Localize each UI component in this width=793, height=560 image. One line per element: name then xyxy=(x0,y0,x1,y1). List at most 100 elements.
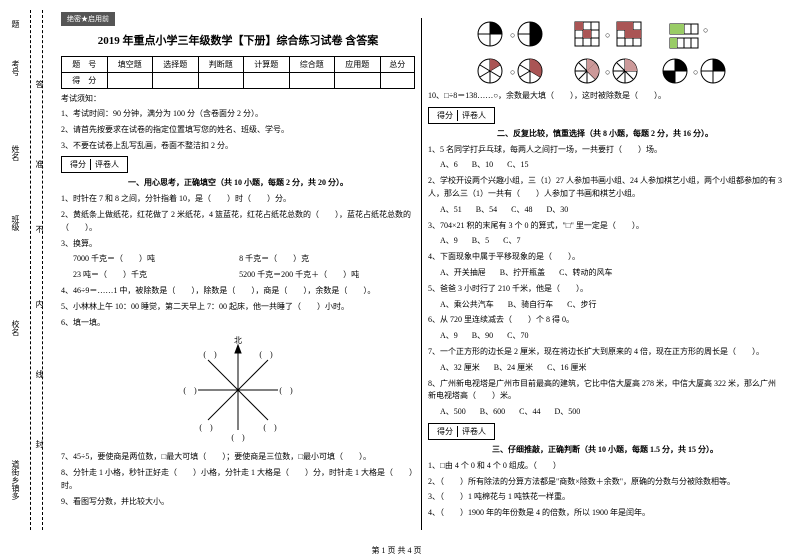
opt: C、转动的风车 xyxy=(559,268,612,277)
th: 判断题 xyxy=(198,57,244,73)
fraction-shapes: ○ ○ ○ ○ xyxy=(428,16,782,86)
svg-text:○: ○ xyxy=(693,67,698,77)
section-c-title: 三、仔细推敲，正确判断（共 10 小题，每题 1.5 分，共 15 分）。 xyxy=(428,444,782,457)
opt: B、骑自行车 xyxy=(508,300,553,309)
compass-north: 北 xyxy=(234,336,242,345)
opt: B、54 xyxy=(476,205,497,214)
svg-text:( ): ( ) xyxy=(263,423,277,432)
c-q1: 1、□由 4 个 0 和 4 个 0 组成。（ ） xyxy=(428,460,782,473)
opt: C、44 xyxy=(519,407,540,416)
opt: A、6 xyxy=(440,160,458,169)
q6: 6、填一填。 xyxy=(61,317,415,330)
marker-label: 评卷人 xyxy=(90,159,123,170)
notice-item: 3、不要在试卷上乱写乱画，卷面不整洁扣 2 分。 xyxy=(61,140,415,153)
opt: A、9 xyxy=(440,236,458,245)
exam-title: 2019 年重点小学三年级数学【下册】综合练习试卷 含答案 xyxy=(61,32,415,48)
opt: B、10 xyxy=(472,160,493,169)
binding-label: 道街乡镇多 xyxy=(10,460,21,500)
svg-text:○: ○ xyxy=(605,30,610,40)
secret-tag: 绝密★启用前 xyxy=(61,12,115,26)
marker-label: 评卷人 xyxy=(457,426,490,437)
svg-text:○: ○ xyxy=(703,25,708,35)
b-q3: 3、704×21 积的末尾有 3 个 0 的算式，"□" 里一定是（ ）。 xyxy=(428,220,782,233)
opt: C、16 厘米 xyxy=(547,363,586,372)
svg-text:( ): ( ) xyxy=(199,423,213,432)
b-q7: 7、一个正方形的边长是 2 厘米，现在将边长扩大到原来的 4 倍，现在正方形的周… xyxy=(428,346,782,359)
binding-label: 封 xyxy=(34,440,45,448)
opt: A、开关抽屉 xyxy=(440,268,486,277)
c-q4: 4、（ ）1900 年的年份数是 4 的倍数，所以 1900 年是闰年。 xyxy=(428,507,782,520)
q7: 7、45÷5，要使商是两位数，□最大可填（ ）；要使商是三位数，□最小可填（ ）… xyxy=(61,451,415,464)
svg-text:( ): ( ) xyxy=(279,386,293,395)
q3: 3、换算。 xyxy=(61,238,415,251)
b-q1: 1、5 名同学打乒乓球，每两人之间打一场，一共要打（ ）场。 xyxy=(428,144,782,157)
th: 综合题 xyxy=(289,57,335,73)
marker-label: 评卷人 xyxy=(457,110,490,121)
b-q2: 2、学校开设两个兴趣小组，三（1）27 人参加书画小组、24 人参加棋艺小组，两… xyxy=(428,175,782,201)
th: 选择题 xyxy=(153,57,199,73)
q8: 8、分针走 1 小格，秒针正好走（ ）小格，分针走 1 大格是（ ）分，时针走 … xyxy=(61,467,415,493)
q2: 2、黄纸条上做纸花，红花做了 2 米纸花，4 篮蓝花，红花占纸花总数的（ ），蓝… xyxy=(61,209,415,235)
page-footer: 第 1 页 共 4 页 xyxy=(0,545,793,556)
notice-title: 考试须知： xyxy=(61,93,415,105)
opt: B、90 xyxy=(472,331,493,340)
q9: 9、看图写分数，并比较大小。 xyxy=(61,496,415,509)
binding-label: 不 xyxy=(34,225,45,233)
opt: A、9 xyxy=(440,331,458,340)
opt: B、600 xyxy=(480,407,505,416)
svg-text:○: ○ xyxy=(510,30,515,40)
th: 计算题 xyxy=(244,57,290,73)
section-c-head: 得分 评卷人 xyxy=(428,423,782,440)
c-q2: 2、（ ）所有除法的分算方法都是"商数×除数＋余数"，原确的分数与分被除数相等。 xyxy=(428,476,782,489)
opt: C、48 xyxy=(511,205,532,214)
opt: B、拧开瓶盖 xyxy=(500,268,545,277)
opt: B、24 厘米 xyxy=(494,363,533,372)
binding-label: 校名 xyxy=(10,320,21,336)
th: 填空题 xyxy=(107,57,153,73)
b-q4: 4、下面现象中属于平移现象的是（ ）。 xyxy=(428,251,782,264)
q3d: 5200 千克＝200 千克＋（ ）吨 xyxy=(239,269,403,282)
q4: 4、46÷9＝……1 中，被除数是（ ），除数是（ ），商是（ ），余数是（ ）… xyxy=(61,285,415,298)
section-b-title: 二、反复比较，慎重选择（共 8 小题，每题 2 分，共 16 分）。 xyxy=(428,128,782,141)
opt: A、51 xyxy=(440,205,462,214)
b-q6: 6、从 720 里连续减去（ ）个 8 得 0。 xyxy=(428,314,782,327)
binding-label: 班级 xyxy=(10,215,21,231)
svg-text:( ): ( ) xyxy=(203,350,217,359)
score-label: 得分 xyxy=(433,110,457,121)
binding-label: 题 xyxy=(10,20,21,28)
score-label: 得分 xyxy=(433,426,457,437)
svg-text:○: ○ xyxy=(605,67,610,77)
binding-label: 内 xyxy=(34,300,45,308)
opt: C、7 xyxy=(503,236,520,245)
notice-item: 1、考试时间：90 分钟，满分为 100 分（含卷面分 2 分）。 xyxy=(61,108,415,121)
th: 题 号 xyxy=(62,57,108,73)
binding-label: 线 xyxy=(34,370,45,378)
section-a-head: 得分 评卷人 xyxy=(61,156,415,173)
right-column: ○ ○ ○ ○ xyxy=(422,8,788,540)
svg-text:○: ○ xyxy=(510,67,515,77)
c-q3: 3、（ ）1 吨棉花与 1 吨铁花一样重。 xyxy=(428,491,782,504)
compass-figure: 北 ( ) ( ) ( ) ( ) ( ) ( ) ( ) xyxy=(178,335,298,445)
binding-label: 考号 xyxy=(10,60,21,76)
opt: D、30 xyxy=(546,205,568,214)
q3b: 8 千克＝（ ）克 xyxy=(239,253,403,266)
svg-text:( ): ( ) xyxy=(259,350,273,359)
binding-margin: 题 考号 答 姓名 准 班级 不 内 校名 线 封 道街乡镇多 xyxy=(0,0,55,560)
binding-label: 姓名 xyxy=(10,145,21,161)
section-b-head: 得分 评卷人 xyxy=(428,107,782,124)
opt: C、15 xyxy=(507,160,528,169)
svg-text:( ): ( ) xyxy=(183,386,197,395)
opt: C、70 xyxy=(507,331,528,340)
opt: A、乘公共汽车 xyxy=(440,300,494,309)
b-q8: 8、广州新电视塔是广州市目前最高的建筑，它比中信大厦高 278 米，中信大厦高 … xyxy=(428,378,782,404)
binding-label: 答 xyxy=(34,80,45,88)
svg-text:( ): ( ) xyxy=(231,433,245,442)
q3a: 7000 千克＝（ ）吨 xyxy=(73,253,237,266)
q1: 1、时针在 7 和 8 之间，分针指着 10，是（ ）时（ ）分。 xyxy=(61,193,415,206)
binding-label: 准 xyxy=(34,160,45,168)
section-a-title: 一、用心思考，正确填空（共 10 小题，每题 2 分，共 20 分）。 xyxy=(61,177,415,190)
th: 总分 xyxy=(380,57,415,73)
opt: A、32 厘米 xyxy=(440,363,480,372)
notice-item: 2、请首先按要求在试卷的指定位置填写您的姓名、班级、学号。 xyxy=(61,124,415,137)
q5: 5、小林林上午 10：00 睡觉，第二天早上 7：00 起床，他一共睡了（ ）小… xyxy=(61,301,415,314)
